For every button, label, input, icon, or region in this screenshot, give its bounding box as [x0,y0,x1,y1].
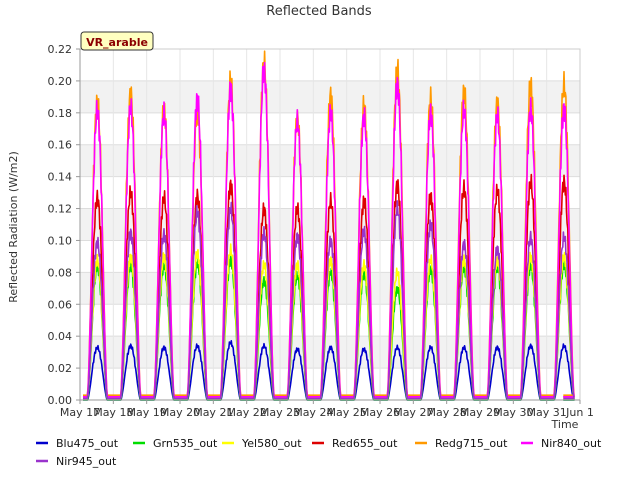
y-tick-label: 0.14 [48,171,73,184]
y-tick-labels: 0.00 0.02 0.04 0.06 0.08 0.10 0.12 0.14 0.16 0.18… [48,43,80,407]
y-tick-label: 0.02 [48,362,73,375]
plot-band [80,144,580,177]
x-tick-label: May 29 [460,406,500,419]
series-line-nir945-out [83,200,575,400]
x-tick-label: May 21 [193,406,233,419]
series-line-nir840-out [83,61,575,398]
x-tick-label: Jun 1 [565,406,594,419]
x-axis-label: Time [551,418,579,431]
series-line-blu475-out [83,340,575,401]
x-tick-label: May 27 [393,406,433,419]
plot-band [80,336,580,369]
x-tick-label: May 20 [160,406,200,419]
chart-title: Reflected Bands [266,4,372,19]
series-line-red655-out [83,173,575,398]
station-badge: VR_arable [80,31,154,51]
legend-label: Grn535_out [153,437,218,450]
y-tick-label: 0.04 [48,330,73,343]
series-line-yel580-out [83,243,575,400]
y-tick-label: 0.22 [48,43,73,56]
x-tick-label: May 23 [260,406,300,419]
series-layer [83,50,575,401]
y-tick-label: 0.20 [48,75,73,88]
y-axis-label: Reflected Radiation (W/m2) [7,151,20,303]
plot-band [80,272,580,305]
x-tick-label: May 18 [93,406,133,419]
x-tick-label: May 25 [327,406,367,419]
plot-band [80,49,580,81]
station-badge-box [80,31,154,51]
x-tick-label: May 31 [527,406,567,419]
station-badge-label: VR_arable [86,36,148,49]
legend-label: Nir945_out [56,455,117,468]
y-tick-label: 0.00 [48,394,73,407]
y-tick-label: 0.12 [48,203,73,216]
legend-label: Blu475_out [56,437,119,450]
x-tick-label: May 19 [127,406,167,419]
x-tick-label: May 28 [427,406,467,419]
y-tick-label: 0.08 [48,266,73,279]
legend-label: Red655_out [332,437,398,450]
x-tick-label: May 26 [360,406,400,419]
y-tick-label: 0.10 [48,234,73,247]
legend-label: Redg715_out [435,437,508,450]
x-tick-label: May 24 [293,406,333,419]
y-tick-label: 0.16 [48,139,73,152]
legend: Blu475_out Grn535_out Yel580_out Red655_out… [36,437,602,468]
x-tick-label: May 17 [60,406,100,419]
x-tick-label: May 30 [493,406,533,419]
x-tick-label: May 22 [227,406,267,419]
plot-band [80,368,580,400]
legend-label: Nir840_out [541,437,602,450]
axes [79,48,581,401]
y-tick-label: 0.18 [48,107,73,120]
y-tick-label: 0.06 [48,298,73,311]
plot-band [80,304,580,337]
legend-label: Yel580_out [241,437,302,450]
